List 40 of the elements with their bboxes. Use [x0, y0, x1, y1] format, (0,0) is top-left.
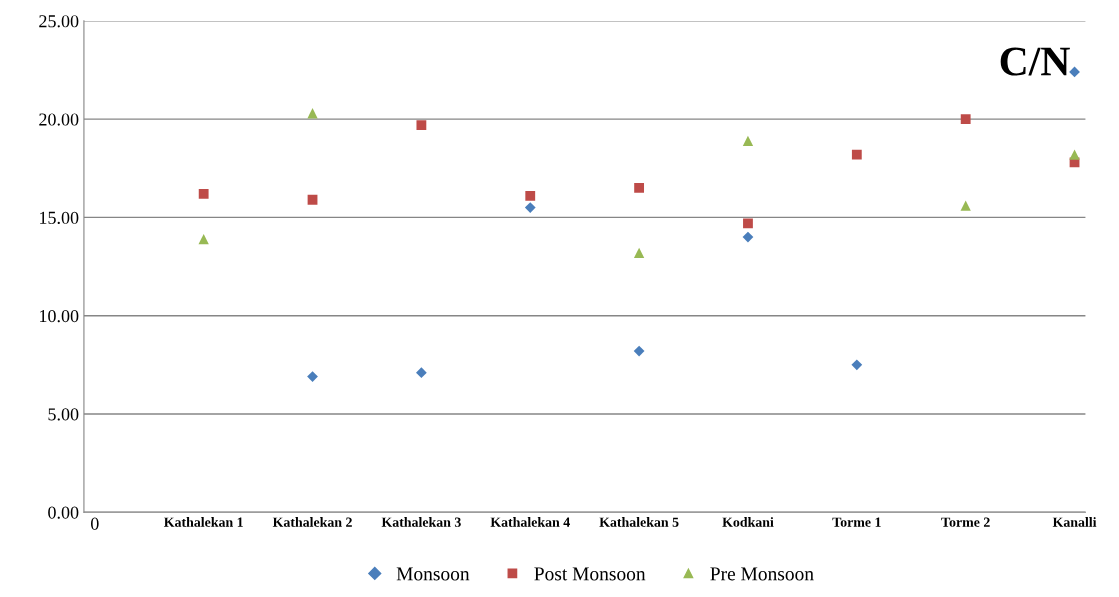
x-tick-label: Kanalli — [1052, 517, 1097, 527]
point — [851, 149, 862, 160]
point — [634, 183, 645, 193]
y-tick-label: 15.00 — [40, 211, 79, 224]
x-tick-label: Kathalekan 5 — [599, 517, 679, 527]
point — [743, 218, 753, 229]
point — [742, 231, 754, 243]
legend-label: Pre Monsoon — [710, 567, 814, 581]
x-tick-label: Kathalekan 4 — [490, 517, 570, 527]
point — [307, 108, 318, 119]
x-tick-label: Torme 2 — [941, 517, 990, 527]
point — [960, 114, 971, 125]
point — [633, 345, 645, 357]
point — [960, 200, 971, 211]
y-tick-label: 25.00 — [39, 15, 79, 28]
x-tick-label: Torme 1 — [832, 517, 881, 527]
point — [742, 135, 754, 146]
y-tick-label: 20.00 — [39, 113, 79, 126]
point — [416, 120, 427, 130]
x-tick-label: 0 — [90, 517, 99, 530]
x-tick-label: Kathalekan 2 — [272, 517, 352, 527]
annotation: C/N — [1000, 47, 1070, 76]
point — [525, 190, 536, 201]
point — [1069, 149, 1080, 160]
x-tick-label: Kathalekan 3 — [381, 517, 461, 527]
x-tick-label: Kathalekan 1 — [163, 517, 243, 527]
point — [307, 194, 318, 205]
point — [633, 247, 645, 258]
point — [524, 202, 536, 213]
legend-label: Monsoon — [396, 567, 470, 581]
point — [307, 371, 318, 382]
x-tick-label: Kodkani — [722, 517, 774, 527]
y-tick-label: 0.00 — [48, 506, 79, 519]
point — [851, 359, 863, 371]
point — [198, 233, 209, 245]
y-tick-label: 10.00 — [40, 309, 79, 323]
point — [198, 188, 209, 199]
legend-label: Post Monsoon — [534, 567, 646, 581]
y-tick-label: 5.00 — [48, 408, 79, 421]
point — [416, 367, 427, 379]
